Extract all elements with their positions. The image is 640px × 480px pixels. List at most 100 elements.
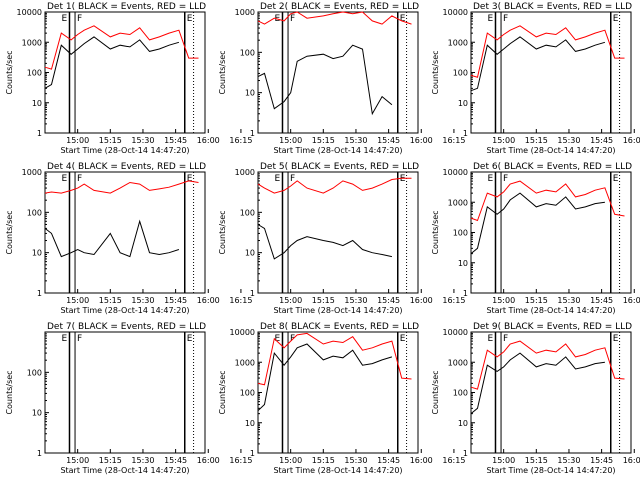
series-line-events (471, 353, 625, 423)
e-marker-label: E (400, 334, 406, 344)
series-line-lld (257, 332, 412, 386)
series-line-events (44, 219, 180, 258)
f-marker-label: F (77, 334, 82, 344)
x-tick-label: 15:45 (164, 296, 187, 305)
x-tick-label: 15:00 (279, 456, 302, 465)
y-tick-label: 1 (250, 129, 255, 138)
y-tick-label: 1 (37, 129, 42, 138)
detector-panel-6: Det 6( BLACK = Events, RED = LLD 1 10 100 10… (431, 162, 640, 315)
series-line-events (45, 37, 199, 103)
y-axis-label: Counts/sec (431, 370, 440, 414)
x-tick-label: 15:15 (525, 296, 548, 305)
y-tick-label: 1000 (235, 358, 255, 367)
series-line-events (471, 193, 625, 266)
y-axis-label: Counts/sec (218, 210, 227, 254)
f-marker-label: F (77, 14, 82, 24)
y-tick-label: 100 (27, 368, 42, 377)
x-tick-label: 15:15 (99, 136, 122, 145)
y-tick-label: 1000 (22, 168, 42, 177)
f-marker-label: F (503, 14, 508, 24)
y-tick-label: 10 (32, 99, 42, 108)
series-line-events (258, 344, 412, 426)
x-tick-label: 15:45 (590, 456, 613, 465)
e-marker-label: E (274, 334, 280, 344)
y-tick-label: 10000 (230, 328, 255, 337)
y-tick-label: 100 (453, 69, 468, 78)
y-tick-label: 100 (27, 69, 42, 78)
x-tick-label: 15:30 (557, 296, 580, 305)
x-tick-label: 15:15 (312, 456, 335, 465)
panel-title: Det 6( BLACK = Events, RED = LLD (473, 162, 632, 172)
y-axis-label: Counts/sec (431, 210, 440, 254)
x-tick-label: 16:15 (229, 456, 252, 465)
x-tick-label: 15:30 (557, 456, 580, 465)
x-tick-label: 15:45 (377, 136, 400, 145)
x-tick-label: 15:45 (377, 296, 400, 305)
x-tick-label: 16:00 (623, 456, 640, 465)
x-axis-label: Start Time (28-Oct-14 14:47:20) (60, 146, 189, 155)
detector-panel-3: Det 3( BLACK = Events, RED = LLD 1 10 100 10… (431, 2, 640, 155)
x-tick-label: 16:15 (229, 296, 252, 305)
y-tick-label: 1 (463, 289, 468, 298)
x-tick-label: 15:00 (492, 296, 515, 305)
panel-title: Det 8( BLACK = Events, RED = LLD (260, 322, 419, 332)
x-tick-label: 15:45 (377, 456, 400, 465)
panel-title: Det 9( BLACK = Events, RED = LLD (473, 322, 632, 332)
series-line-events (257, 44, 393, 116)
panel-title: Det 5( BLACK = Events, RED = LLD (260, 162, 419, 172)
y-tick-label: 10000 (443, 8, 468, 17)
y-tick-label: 10 (245, 419, 255, 428)
y-tick-label: 100 (453, 389, 468, 398)
e-marker-label: E (400, 14, 406, 24)
plot-frame (44, 171, 206, 294)
y-tick-label: 1000 (235, 8, 255, 17)
series-line-lld (470, 340, 625, 390)
y-axis-label: Counts/sec (218, 50, 227, 94)
y-tick-label: 10 (458, 259, 468, 268)
y-tick-label: 1 (463, 129, 468, 138)
y-tick-label: 1000 (448, 38, 468, 47)
x-tick-label: 15:45 (164, 136, 187, 145)
e-marker-label: E (400, 174, 406, 184)
x-axis-label: Start Time (28-Oct-14 14:47:20) (60, 466, 189, 475)
plot-frame (257, 171, 419, 294)
y-tick-label: 1 (250, 449, 255, 458)
x-tick-label: 16:00 (197, 456, 220, 465)
plot-frame (44, 331, 206, 454)
detector-panel-1: Det 1( BLACK = Events, RED = LLD 1 10 100 10… (5, 2, 252, 155)
y-axis-label: Counts/sec (5, 370, 14, 414)
detector-panel-7: Det 7( BLACK = Events, RED = LLD 1 10 100 Co… (5, 322, 252, 475)
y-tick-label: 10 (245, 249, 255, 258)
f-marker-label: F (503, 334, 508, 344)
x-tick-label: 16:00 (197, 136, 220, 145)
x-tick-label: 15:15 (525, 136, 548, 145)
panel-title: Det 2( BLACK = Events, RED = LLD (260, 2, 419, 12)
y-tick-label: 10 (32, 409, 42, 418)
x-axis-label: Start Time (28-Oct-14 14:47:20) (486, 306, 615, 315)
x-tick-label: 15:30 (131, 136, 154, 145)
x-axis-label: Start Time (28-Oct-14 14:47:20) (60, 306, 189, 315)
e-marker-label: E (274, 174, 280, 184)
x-tick-label: 15:30 (344, 296, 367, 305)
y-tick-label: 100 (240, 208, 255, 217)
x-tick-label: 15:45 (590, 296, 613, 305)
series-line-lld (44, 180, 199, 194)
x-axis-label: Start Time (28-Oct-14 14:47:20) (273, 306, 402, 315)
y-tick-label: 100 (453, 229, 468, 238)
series-line-lld (257, 177, 412, 194)
panel-title: Det 1( BLACK = Events, RED = LLD (47, 2, 206, 12)
x-tick-label: 15:00 (66, 296, 89, 305)
detector-panel-4: Det 4( BLACK = Events, RED = LLD 1 10 100 10… (5, 162, 252, 315)
x-tick-label: 15:00 (66, 456, 89, 465)
e-marker-label: E (613, 334, 619, 344)
y-tick-label: 10 (458, 419, 468, 428)
y-tick-label: 100 (240, 389, 255, 398)
y-tick-label: 10000 (443, 168, 468, 177)
f-marker-label: F (503, 174, 508, 184)
detector-panel-2: Det 2( BLACK = Events, RED = LLD 1 10 100 10… (218, 2, 465, 155)
y-tick-label: 1 (37, 289, 42, 298)
y-tick-label: 1000 (448, 198, 468, 207)
panel-title: Det 7( BLACK = Events, RED = LLD (47, 322, 206, 332)
y-axis-label: Counts/sec (218, 370, 227, 414)
